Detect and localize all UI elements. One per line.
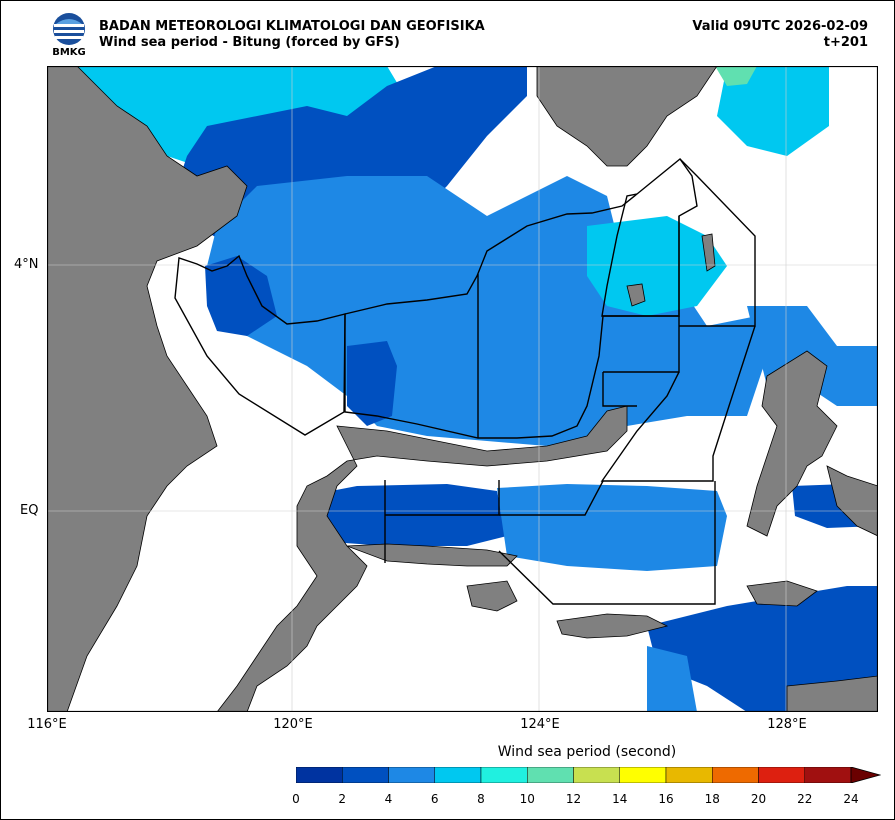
period-band-6-8-northeast bbox=[717, 66, 829, 156]
lon-label-120e: 120°E bbox=[273, 717, 313, 732]
bmkg-logo: BMKG bbox=[52, 13, 86, 56]
colorbar-tick-label: 2 bbox=[338, 792, 347, 806]
colorbar-tick-label: 22 bbox=[797, 792, 813, 806]
land-south-islands bbox=[556, 613, 669, 639]
period-band-2-4-west bbox=[205, 256, 277, 336]
colorbar-segment bbox=[758, 767, 805, 783]
period-band-2-4-southeast bbox=[647, 586, 878, 712]
lat-label-eq: EQ bbox=[20, 503, 39, 518]
colorbar-tick-label: 8 bbox=[477, 792, 485, 806]
zone-maluku-east bbox=[600, 325, 756, 482]
colorbar-extend-arrow bbox=[850, 767, 881, 783]
period-band-2-4-central bbox=[347, 341, 397, 426]
map-area bbox=[47, 66, 878, 712]
colorbar-tick-label: 12 bbox=[565, 792, 582, 806]
land-mindanao bbox=[536, 66, 718, 167]
colorbar-segment bbox=[573, 767, 620, 783]
colorbar-tick-label: 0 bbox=[292, 792, 300, 806]
colorbar-segment bbox=[388, 767, 435, 783]
colorbar-segment bbox=[296, 767, 343, 783]
colorbar-tick-label: 10 bbox=[519, 792, 535, 806]
colorbar bbox=[296, 767, 881, 783]
map-border bbox=[47, 66, 878, 712]
land-southeast-corner bbox=[786, 675, 878, 712]
period-band-10-12 bbox=[715, 66, 757, 86]
colorbar-segment bbox=[527, 767, 574, 783]
colorbar-segment bbox=[712, 767, 759, 783]
map-subtitle: Wind sea period - Bitung (forced by GFS) bbox=[99, 35, 400, 50]
land-sulawesi-south bbox=[346, 543, 518, 567]
land-borneo bbox=[47, 66, 248, 712]
zone-celebes-sea-west bbox=[174, 254, 346, 436]
colorbar-segment bbox=[619, 767, 667, 783]
colorbar-tick-label: 16 bbox=[658, 792, 674, 806]
land-seram bbox=[746, 580, 818, 607]
colorbar-tick-label: 6 bbox=[430, 792, 439, 806]
colorbar-tick-label: 14 bbox=[612, 792, 628, 806]
period-band-4-6-south bbox=[497, 484, 727, 571]
colorbar-tick-label: 18 bbox=[704, 792, 720, 806]
forecast-zone-boundaries bbox=[174, 157, 756, 605]
land-masses bbox=[47, 66, 878, 712]
zone-talaud bbox=[679, 158, 756, 327]
zone-celebes-sea-central bbox=[344, 157, 698, 439]
period-band-4-6-southeast bbox=[647, 646, 697, 712]
valid-time: Valid 09UTC 2026-02-09 bbox=[692, 19, 868, 34]
colorbar-tick-label: 20 bbox=[750, 792, 767, 806]
colorbar-tick-label: 4 bbox=[384, 792, 393, 806]
land-halmahera bbox=[746, 350, 838, 537]
land-sulawesi-north-arm bbox=[216, 405, 628, 712]
land-banggai bbox=[466, 580, 518, 612]
colorbar-segment bbox=[804, 767, 852, 783]
period-band-6-8-central bbox=[587, 216, 727, 316]
forecast-step: t+201 bbox=[823, 35, 868, 50]
colorbar-title: Wind sea period (second) bbox=[497, 744, 677, 760]
graticule bbox=[47, 66, 878, 712]
colorbar-segment bbox=[665, 767, 713, 783]
lon-label-128e: 128°E bbox=[767, 717, 807, 732]
land-east-islands bbox=[826, 465, 878, 537]
colorbar-segment bbox=[480, 767, 528, 783]
colorbar-tick-label: 24 bbox=[843, 792, 859, 806]
logo-text: BMKG bbox=[52, 47, 86, 56]
land-talaud bbox=[626, 283, 646, 307]
zone-tomini-east bbox=[498, 480, 716, 605]
lat-label-4n: 4°N bbox=[14, 257, 39, 272]
lon-label-116e: 116°E bbox=[27, 717, 67, 732]
agency-title: BADAN METEOROLOGI KLIMATOLOGI DAN GEOFIS… bbox=[99, 19, 485, 34]
colorbar-segment bbox=[434, 767, 482, 783]
colorbar-segment bbox=[342, 767, 389, 783]
land-sangihe bbox=[701, 233, 716, 272]
lon-label-124e: 124°E bbox=[520, 717, 560, 732]
